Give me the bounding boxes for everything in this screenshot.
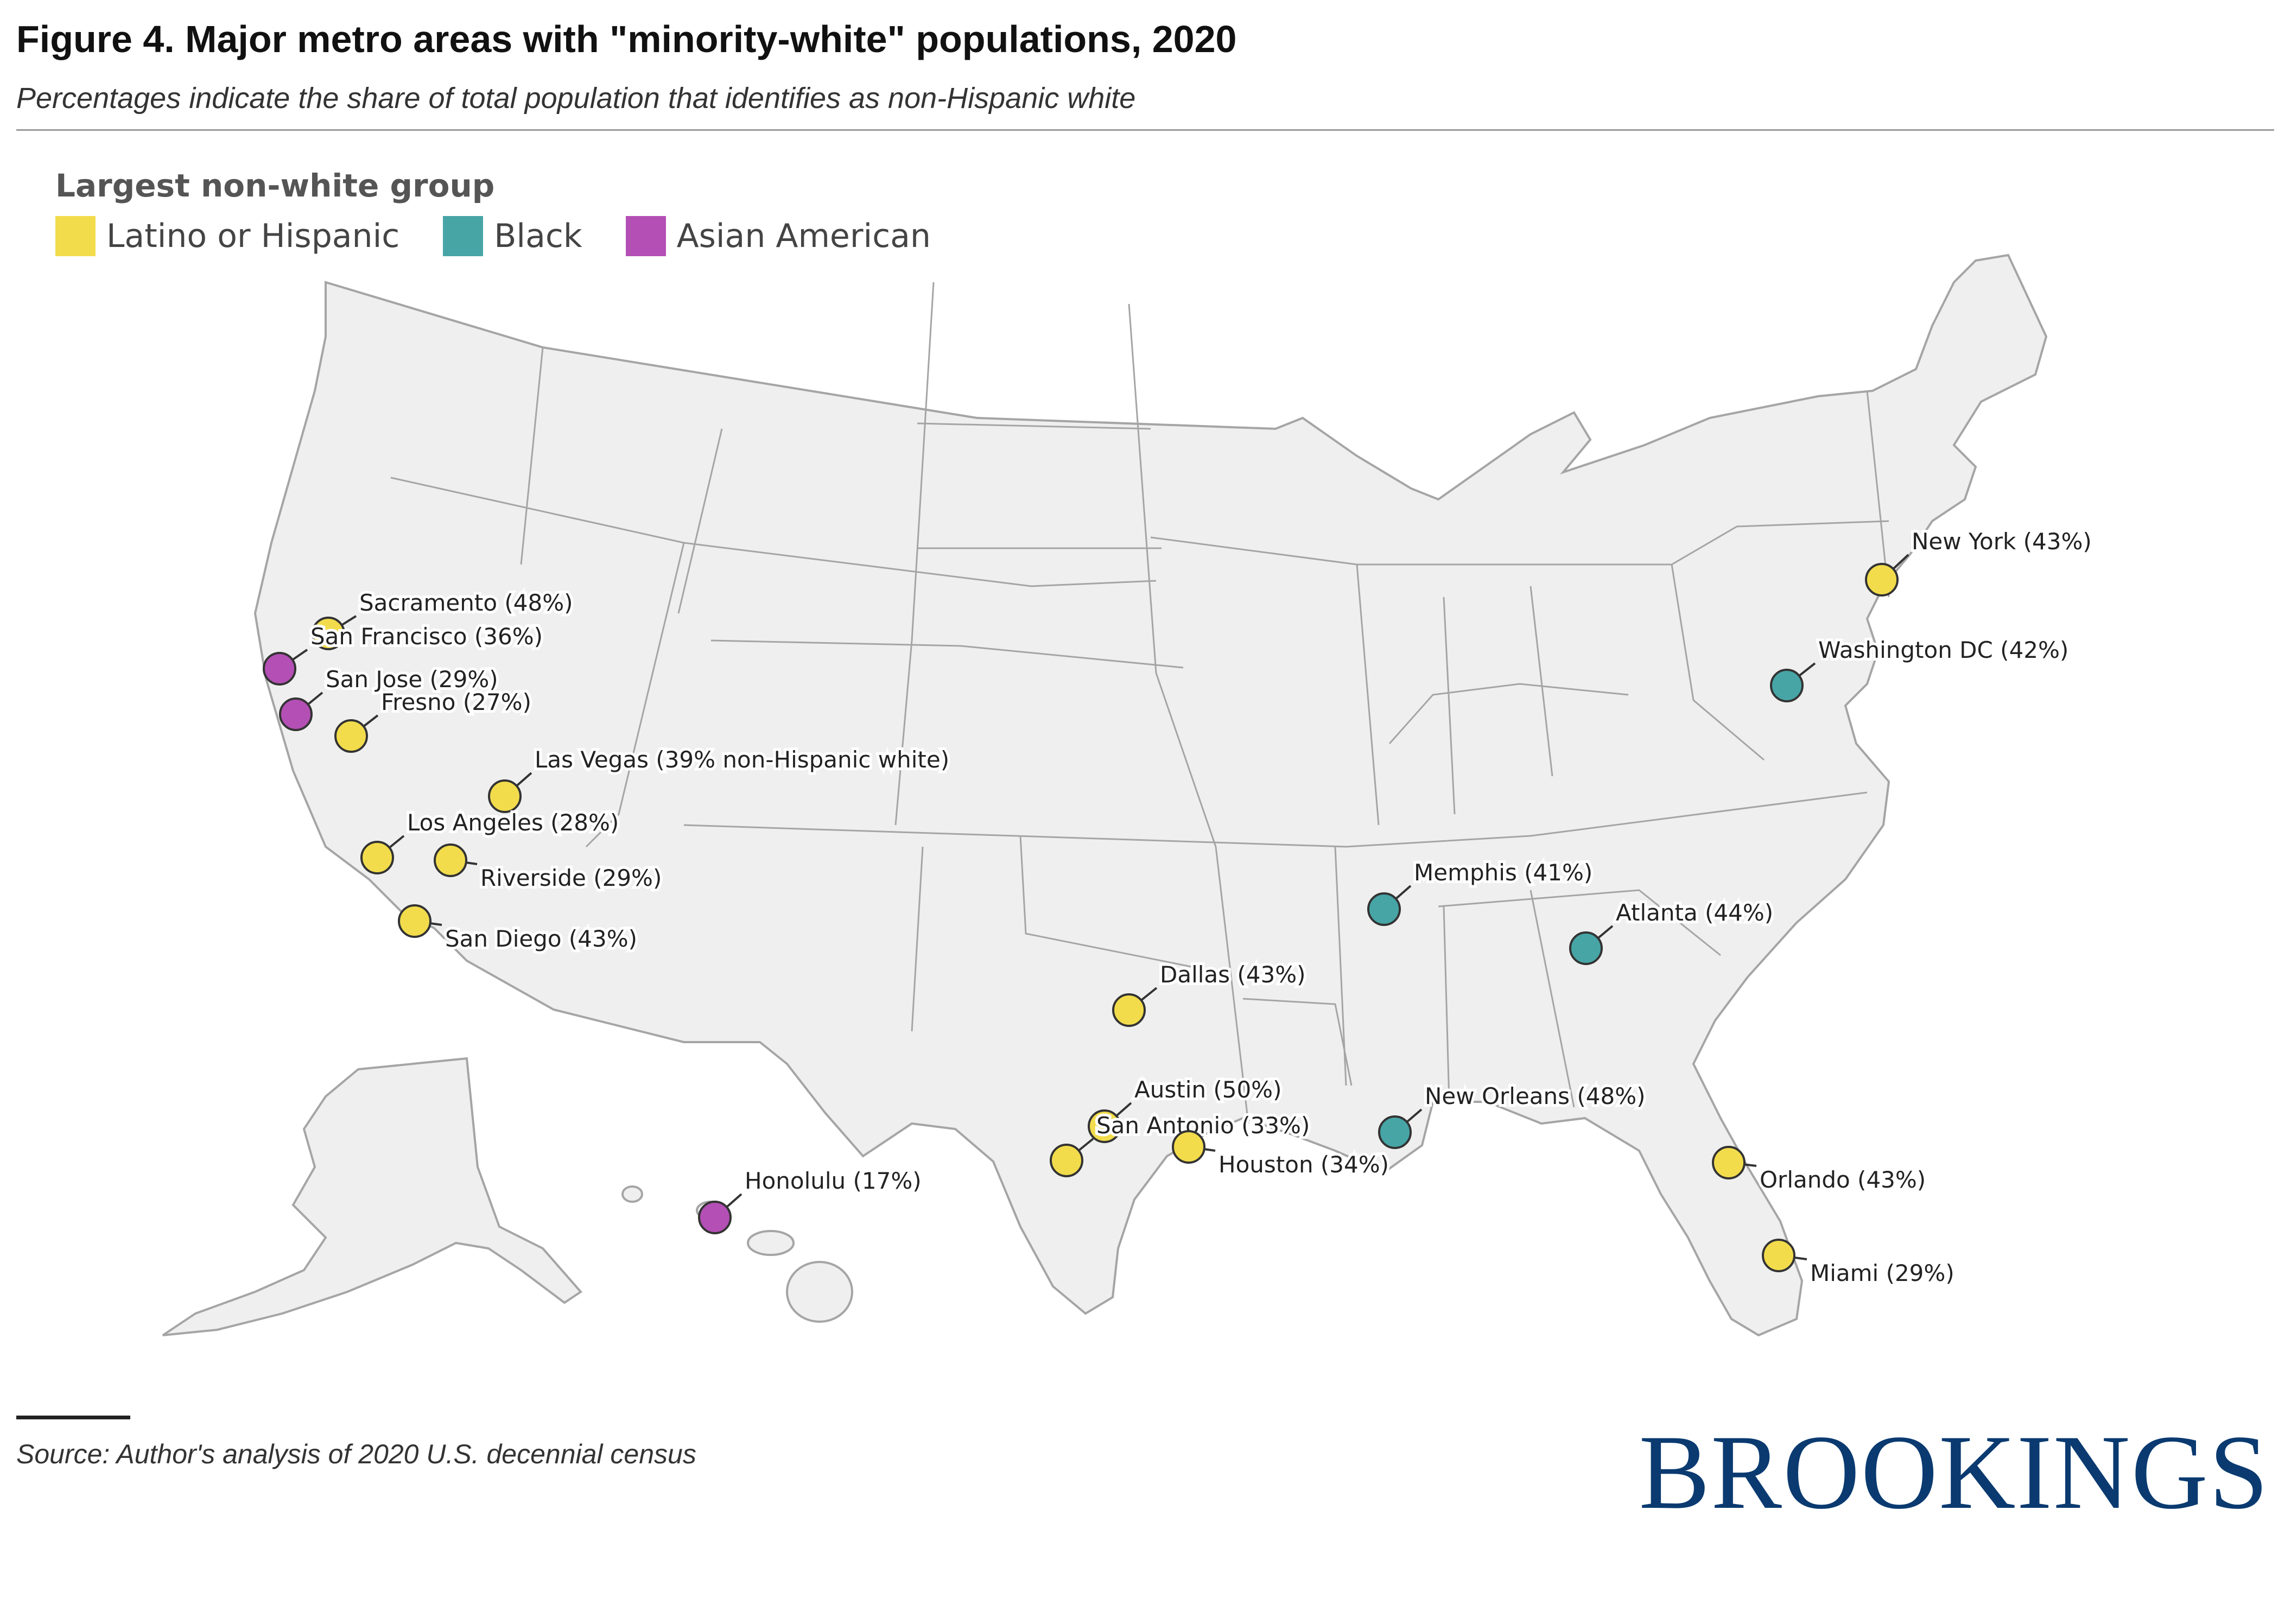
legend-item-black: Black [443,216,582,256]
footer-divider [16,1416,130,1419]
alaska-landmass [162,1057,583,1336]
metro-label-dallas: Dallas (43%) [1160,961,1306,988]
metro-marker-washington-dc [1770,669,1804,702]
metro-markers: Sacramento (48%) San Francisco (36%) San J… [263,525,2095,1289]
legend-label-black: Black [494,217,582,255]
metro-marker-las-vegas [488,779,522,813]
metro-label-austin: Austin (50%) [1134,1076,1281,1103]
metro-atlanta: Atlanta (44%) [1569,897,1776,965]
legend-label-latino: Latino or Hispanic [106,217,400,255]
metro-label-sacramento: Sacramento (48%) [359,589,573,616]
metro-los-angeles: Los Angeles (28%) [360,807,621,874]
metro-label-washington-dc: Washington DC (42%) [1818,637,2068,663]
legend-swatch-latino [55,216,96,256]
hawaii-island-maui [747,1230,795,1256]
metro-label-los-angeles: Los Angeles (28%) [407,809,619,836]
legend-label-asian: Asian American [676,217,931,255]
metro-marker-los-angeles [360,841,394,874]
metro-marker-fresno [334,719,368,753]
legend: Latino or Hispanic Black Asian American [55,216,974,256]
metro-sacramento: Sacramento (48%) [312,587,576,650]
metro-label-san-jose: San Jose (29%) [326,666,498,693]
metro-label-new-york: New York (43%) [1912,528,2092,555]
metro-label-atlanta: Atlanta (44%) [1616,899,1773,926]
metro-memphis: Memphis (41%) [1367,857,1595,926]
metro-marker-miami [1762,1239,1795,1272]
header-divider [16,129,2274,131]
hawaii-island-big [786,1261,853,1323]
metro-new-york: New York (43%) [1865,525,2095,597]
legend-title: Largest non-white group [55,167,495,204]
metro-san-diego: San Diego (43%) [398,904,640,955]
metro-label-miami: Miami (29%) [1810,1260,1954,1286]
metro-marker-sacramento [312,617,345,650]
metro-honolulu: Honolulu (17%) [698,1165,924,1234]
metro-washington-dc: Washington DC (42%) [1770,634,2071,702]
contiguous-us-landmass [253,253,2048,1337]
metro-label-orlando: Orlando (43%) [1760,1166,1926,1193]
metro-marker-honolulu [698,1201,732,1234]
metro-label-fresno: Fresno (27%) [381,689,531,715]
metro-label-houston: Houston (34%) [1219,1151,1389,1178]
metro-label-san-antonio: San Antonio (33%) [1096,1112,1310,1139]
metro-label-memphis: Memphis (41%) [1414,859,1592,886]
metro-label-san-diego: San Diego (43%) [445,925,637,952]
metro-marker-dallas [1112,993,1146,1027]
hawaii-island-kauai [621,1185,643,1203]
metro-riverside: Riverside (29%) [434,843,664,894]
legend-swatch-black [443,216,484,256]
figure-subtitle: Percentages indicate the share of total … [16,82,1136,115]
metro-fresno: Fresno (27%) [334,686,534,753]
metro-label-las-vegas: Las Vegas (39% non-Hispanic white) [535,746,949,773]
metro-san-francisco: San Francisco (36%) [263,620,545,686]
metro-miami: Miami (29%) [1762,1239,1957,1289]
state-borders [390,282,1890,1124]
metro-marker-new-york [1865,563,1899,597]
metro-marker-san-jose [279,697,313,731]
metro-marker-san-diego [398,904,431,938]
legend-swatch-asian [625,216,666,256]
metro-marker-memphis [1367,892,1401,926]
legend-item-asian: Asian American [625,216,931,256]
brookings-logo: BROOKINGS [1639,1413,2269,1531]
metro-marker-orlando [1712,1146,1746,1179]
metro-las-vegas: Las Vegas (39% non-Hispanic white) [488,744,952,813]
land-layer [162,253,2048,1337]
metro-marker-austin [1088,1109,1121,1143]
metro-austin: Austin (50%) [1088,1074,1284,1143]
metro-label-honolulu: Honolulu (17%) [745,1168,922,1194]
metro-label-san-francisco: San Francisco (36%) [310,623,543,650]
metro-houston: Houston (34%) [1172,1130,1392,1181]
metro-marker-san-antonio [1050,1144,1083,1177]
metro-marker-riverside [434,843,467,877]
source-note: Source: Author's analysis of 2020 U.S. d… [16,1439,696,1469]
metro-marker-new-orleans [1378,1115,1412,1149]
metro-label-riverside: Riverside (29%) [480,865,662,891]
metro-marker-houston [1172,1130,1205,1164]
metro-san-antonio: San Antonio (33%) [1050,1109,1312,1177]
legend-item-latino: Latino or Hispanic [55,216,399,256]
metro-orlando: Orlando (43%) [1712,1146,1928,1196]
metro-label-new-orleans: New Orleans (48%) [1425,1083,1646,1109]
figure-title: Figure 4. Major metro areas with "minori… [16,18,1237,60]
metro-new-orleans: New Orleans (48%) [1378,1080,1648,1149]
metro-san-jose: San Jose (29%) [279,663,501,731]
metro-dallas: Dallas (43%) [1112,959,1309,1027]
metro-marker-san-francisco [263,652,296,686]
metro-marker-atlanta [1569,931,1603,965]
